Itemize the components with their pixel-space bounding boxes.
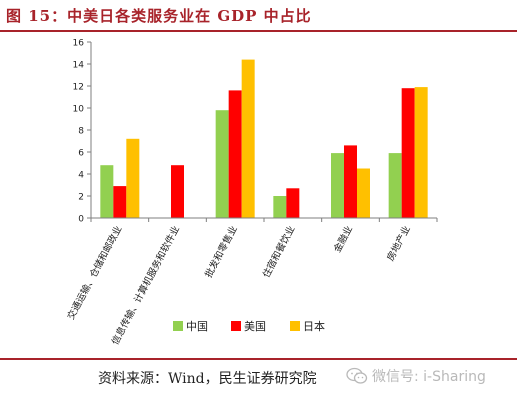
x-tick-label: 住宿和餐饮业 <box>260 224 297 280</box>
footer-divider <box>0 358 517 360</box>
y-tick-label: 12 <box>73 83 84 93</box>
legend-swatch <box>290 321 300 331</box>
bar <box>357 168 370 218</box>
legend-label: 美国 <box>244 320 266 333</box>
y-tick-label: 8 <box>78 127 84 137</box>
y-tick-label: 16 <box>73 39 85 49</box>
bar <box>215 110 229 218</box>
bar <box>273 196 287 218</box>
bar <box>100 165 114 218</box>
bar <box>286 188 300 218</box>
x-tick-label: 交通运输、仓储和邮政业 <box>65 224 125 322</box>
x-tick-label: 批发和零售业 <box>202 224 239 280</box>
x-tick-label: 金融业 <box>331 224 355 255</box>
x-tick-label: 房地产业 <box>384 224 412 263</box>
x-tick-label: 信息传输、计算机服务和软件业 <box>109 224 182 347</box>
bar <box>171 165 184 218</box>
bar <box>126 138 140 218</box>
figure-header: 图 15：中美日各类服务业在 GDP 中占比 <box>0 0 517 30</box>
bar <box>401 88 415 218</box>
watermark: 微信号: i-Sharing <box>346 366 486 386</box>
header-divider <box>0 30 517 32</box>
y-tick-label: 4 <box>78 171 84 181</box>
y-tick-label: 10 <box>73 105 85 115</box>
bar <box>344 145 357 218</box>
bar <box>228 90 242 218</box>
legend-label: 中国 <box>186 320 208 333</box>
legend-swatch <box>173 321 183 331</box>
legend-swatch <box>231 321 241 331</box>
bar <box>113 186 127 218</box>
bar <box>241 59 255 218</box>
watermark-label: 微信号: i-Sharing <box>372 369 486 385</box>
legend-label: 日本 <box>303 319 325 333</box>
source-note: 资料来源：Wind，民生证券研究院 <box>98 371 317 387</box>
figure-title: 图 15：中美日各类服务业在 GDP 中占比 <box>6 6 312 25</box>
y-tick-label: 2 <box>78 193 84 203</box>
wechat-icon <box>346 367 368 384</box>
bar <box>388 153 402 218</box>
bar <box>414 87 428 218</box>
y-tick-label: 14 <box>73 61 85 71</box>
y-tick-label: 6 <box>78 149 84 159</box>
y-tick-label: 0 <box>78 215 84 225</box>
bar <box>331 153 344 218</box>
